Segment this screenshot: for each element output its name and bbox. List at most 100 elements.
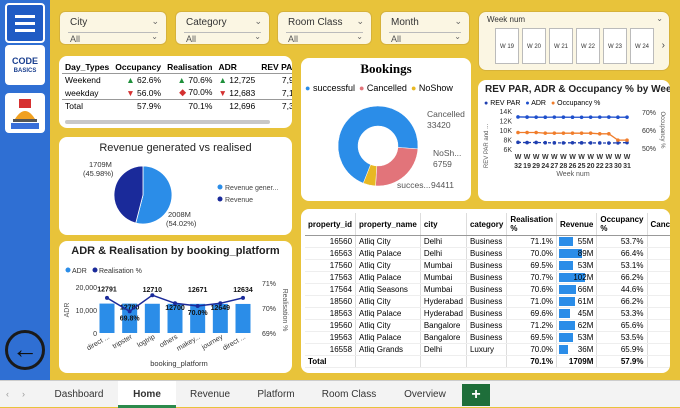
data-point[interactable] bbox=[571, 115, 575, 119]
data-point[interactable] bbox=[534, 115, 538, 119]
data-point[interactable] bbox=[150, 293, 154, 297]
week-button[interactable]: W 23 bbox=[603, 28, 627, 64]
chevron-down-icon[interactable]: ⌄ bbox=[356, 16, 364, 27]
adr-bar[interactable] bbox=[145, 304, 160, 333]
week-button[interactable]: W 24 bbox=[630, 28, 654, 64]
week-button[interactable]: W 22 bbox=[576, 28, 600, 64]
data-point[interactable] bbox=[580, 115, 584, 119]
tab-revenue[interactable]: Revenue bbox=[178, 381, 242, 408]
adr-bar[interactable] bbox=[190, 304, 205, 333]
data-point[interactable] bbox=[580, 131, 584, 135]
data-point[interactable] bbox=[571, 131, 575, 135]
data-point[interactable] bbox=[516, 131, 520, 135]
tab-overview[interactable]: Overview bbox=[390, 381, 460, 408]
week-button[interactable]: W 21 bbox=[549, 28, 573, 64]
tab-room-class[interactable]: Room Class bbox=[310, 381, 388, 408]
adr-bar[interactable] bbox=[236, 304, 251, 333]
data-point[interactable] bbox=[598, 141, 602, 145]
column-header[interactable]: Occupancy bbox=[112, 61, 164, 74]
column-header[interactable]: Realisation % bbox=[507, 213, 557, 236]
chevron-right-icon[interactable]: › bbox=[662, 40, 665, 51]
column-header[interactable]: Occupancy % bbox=[597, 213, 647, 236]
city-slicer[interactable]: City ⌄ All ⌄ bbox=[59, 11, 167, 45]
data-point[interactable] bbox=[105, 296, 109, 300]
data-point[interactable] bbox=[562, 131, 566, 135]
dropdown-chevron-icon[interactable]: ⌄ bbox=[356, 32, 363, 41]
week-button[interactable]: W 19 bbox=[495, 28, 519, 64]
tab-dashboard[interactable]: Dashboard bbox=[42, 381, 116, 408]
slicer-value[interactable]: All bbox=[186, 34, 196, 44]
chevron-down-icon[interactable]: ⌄ bbox=[151, 16, 159, 27]
column-header[interactable]: Day_Types bbox=[62, 61, 112, 74]
data-point[interactable] bbox=[562, 115, 566, 119]
data-point[interactable] bbox=[625, 138, 629, 142]
tab-home[interactable]: Home bbox=[118, 381, 176, 408]
data-point[interactable] bbox=[580, 141, 584, 145]
data-point[interactable] bbox=[516, 141, 520, 145]
column-header[interactable]: Realisation bbox=[164, 61, 215, 74]
data-point[interactable] bbox=[543, 131, 547, 135]
chevron-down-icon[interactable]: ⌄ bbox=[254, 16, 262, 27]
dropdown-chevron-icon[interactable]: ⌄ bbox=[254, 32, 261, 41]
data-point[interactable] bbox=[598, 132, 602, 136]
data-point[interactable] bbox=[616, 115, 620, 119]
column-header[interactable]: REV PAR bbox=[258, 61, 292, 74]
data-point[interactable] bbox=[241, 296, 245, 300]
slicer-value[interactable]: All bbox=[70, 34, 80, 44]
data-point[interactable] bbox=[173, 301, 177, 305]
tab-platform[interactable]: Platform bbox=[244, 381, 308, 408]
column-header[interactable]: ADR bbox=[215, 61, 258, 74]
month-slicer[interactable]: Month ⌄ All ⌄ bbox=[380, 11, 470, 45]
week-button[interactable]: W 20 bbox=[522, 28, 546, 64]
data-point[interactable] bbox=[525, 131, 529, 135]
data-point[interactable] bbox=[196, 304, 200, 308]
data-point[interactable] bbox=[562, 141, 566, 145]
data-point[interactable] bbox=[607, 115, 611, 119]
data-point[interactable] bbox=[589, 141, 593, 145]
data-point[interactable] bbox=[525, 115, 529, 119]
data-point[interactable] bbox=[553, 141, 557, 145]
chevron-down-icon[interactable]: ⌄ bbox=[454, 16, 462, 27]
column-header[interactable]: property_id bbox=[305, 213, 356, 236]
room-class-slicer[interactable]: Room Class ⌄ All ⌄ bbox=[277, 11, 372, 45]
data-point[interactable] bbox=[598, 115, 602, 119]
data-point[interactable] bbox=[218, 301, 222, 305]
adr-bar[interactable] bbox=[100, 304, 115, 333]
legend-item[interactable]: ● NoShow bbox=[411, 83, 453, 93]
slicer-value[interactable]: All bbox=[288, 34, 298, 44]
column-header[interactable]: category bbox=[466, 213, 506, 236]
tab-scroll-left-icon[interactable]: ‹ bbox=[6, 389, 9, 399]
chevron-down-icon[interactable]: ⌄ bbox=[656, 14, 663, 23]
data-point[interactable] bbox=[128, 309, 132, 313]
data-point[interactable] bbox=[625, 115, 629, 119]
column-header[interactable]: Revenue bbox=[557, 213, 597, 236]
add-page-button[interactable]: + bbox=[462, 384, 490, 406]
data-point[interactable] bbox=[607, 141, 611, 145]
data-point[interactable] bbox=[571, 141, 575, 145]
back-arrow-icon[interactable]: ← bbox=[5, 330, 45, 370]
slicer-value[interactable]: All bbox=[391, 34, 401, 44]
data-point[interactable] bbox=[553, 115, 557, 119]
data-point[interactable] bbox=[616, 138, 620, 142]
hamburger-menu-icon[interactable] bbox=[5, 3, 45, 43]
data-point[interactable] bbox=[534, 141, 538, 145]
horizontal-scrollbar[interactable] bbox=[65, 120, 270, 124]
reception-bell-icon[interactable] bbox=[5, 93, 45, 133]
data-point[interactable] bbox=[589, 131, 593, 135]
column-header[interactable]: Cancellatio bbox=[647, 213, 670, 236]
legend-item[interactable]: ● Cancelled bbox=[359, 83, 407, 93]
